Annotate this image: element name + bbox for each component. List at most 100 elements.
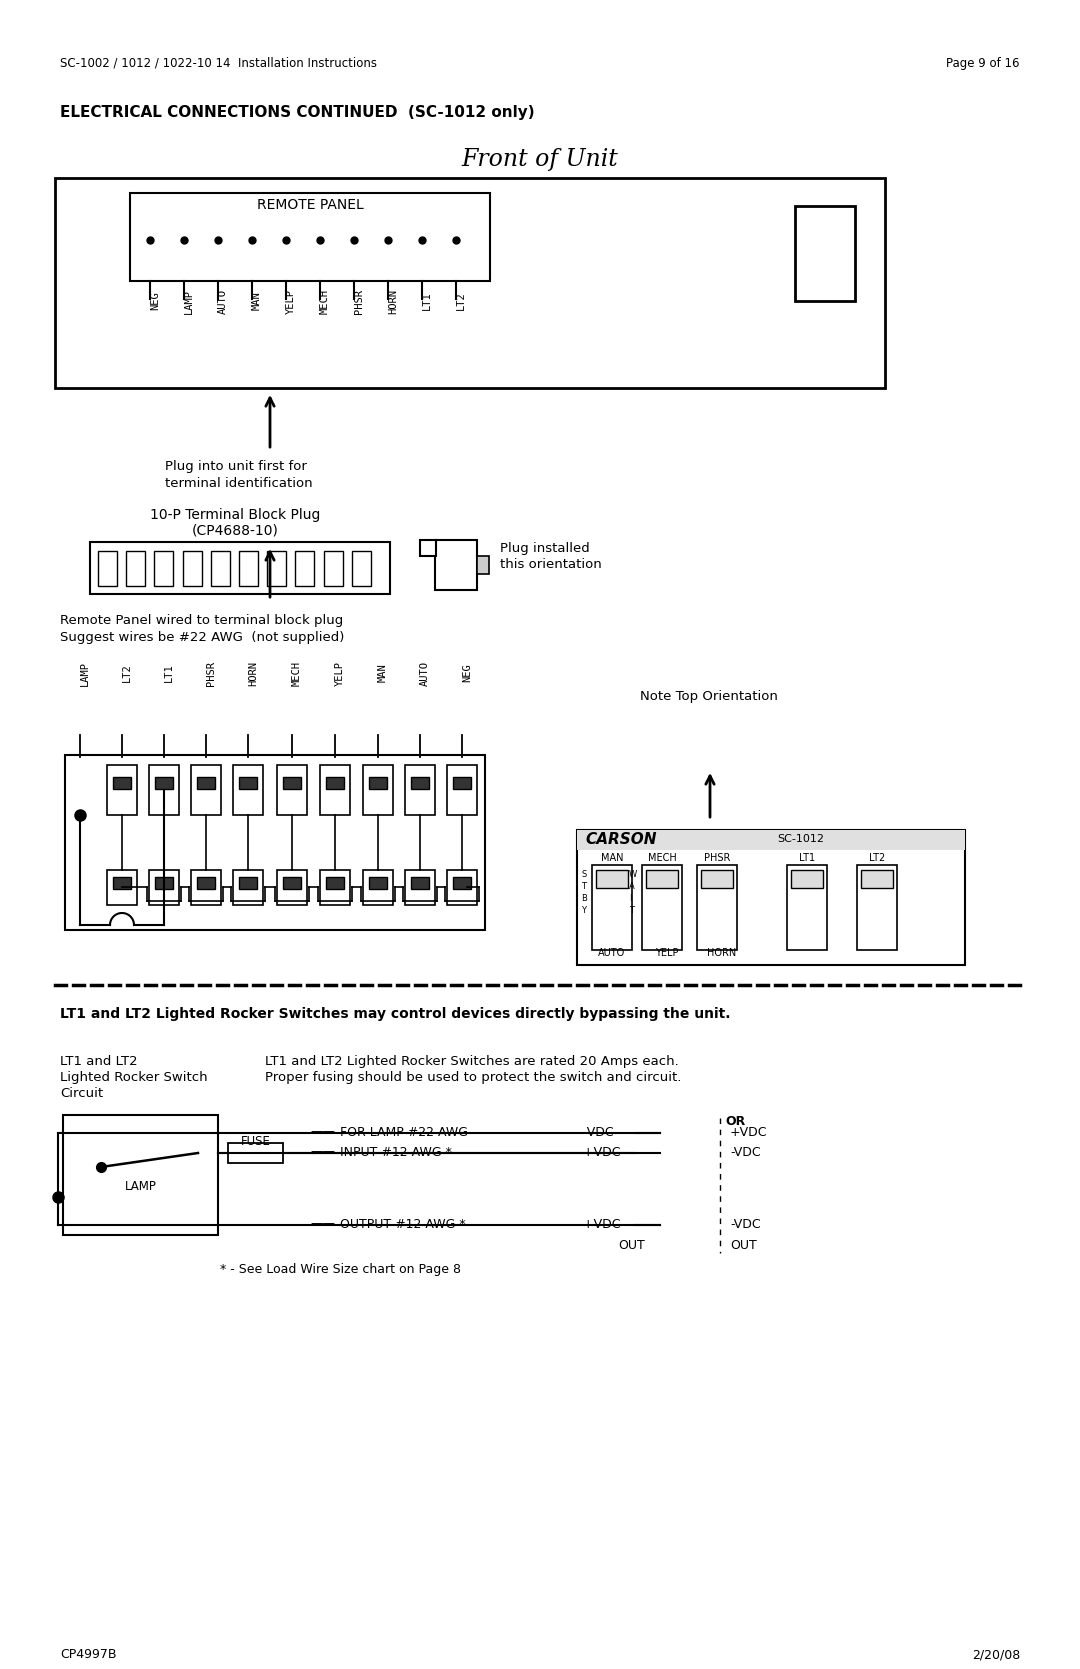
Bar — [191, 870, 221, 905]
Bar — [411, 876, 429, 890]
Bar — [156, 876, 173, 890]
Bar — [239, 778, 257, 789]
Bar — [191, 764, 221, 814]
Bar — [453, 876, 471, 890]
Bar — [283, 778, 301, 789]
Text: T: T — [629, 906, 634, 915]
Bar — [197, 778, 215, 789]
Text: Lighted Rocker Switch: Lighted Rocker Switch — [60, 1071, 207, 1083]
Text: MAN: MAN — [252, 292, 262, 310]
Bar — [646, 870, 678, 888]
Bar — [795, 205, 855, 300]
Text: Y: Y — [581, 906, 586, 915]
Text: * - See Load Wire Size chart on Page 8: * - See Load Wire Size chart on Page 8 — [220, 1263, 461, 1277]
Text: Note Top Orientation: Note Top Orientation — [640, 689, 778, 703]
Bar — [405, 764, 435, 814]
Bar — [239, 551, 258, 586]
Text: ——: —— — [310, 1145, 335, 1158]
Text: FUSE: FUSE — [241, 1135, 270, 1148]
Bar — [55, 179, 885, 387]
Text: Remote Panel wired to terminal block plug: Remote Panel wired to terminal block plu… — [60, 614, 343, 628]
Text: OUT: OUT — [618, 1238, 645, 1252]
Text: HORN: HORN — [248, 661, 258, 686]
Text: LAMP: LAMP — [124, 1180, 157, 1193]
Bar — [267, 551, 286, 586]
Bar — [154, 551, 174, 586]
Text: Plug into unit first for: Plug into unit first for — [165, 461, 307, 472]
Text: Proper fusing should be used to protect the switch and circuit.: Proper fusing should be used to protect … — [265, 1071, 681, 1083]
Bar — [477, 556, 489, 574]
Bar — [453, 778, 471, 789]
Bar — [369, 778, 387, 789]
Bar — [197, 876, 215, 890]
Text: Front of Unit: Front of Unit — [461, 149, 619, 170]
Bar — [276, 764, 307, 814]
Text: Circuit: Circuit — [60, 1087, 103, 1100]
Bar — [183, 551, 202, 586]
Text: OUTPUT #12 AWG *: OUTPUT #12 AWG * — [340, 1217, 465, 1230]
Text: ELECTRICAL CONNECTIONS CONTINUED  (SC-1012 only): ELECTRICAL CONNECTIONS CONTINUED (SC-101… — [60, 105, 535, 120]
Bar — [149, 870, 179, 905]
Text: MECH: MECH — [648, 853, 676, 863]
Text: A: A — [629, 881, 635, 891]
Bar — [63, 1115, 218, 1235]
Text: ——  +VDC: —— +VDC — [550, 1145, 621, 1158]
Bar — [283, 876, 301, 890]
Text: LT2: LT2 — [869, 853, 886, 863]
Text: SC-1012: SC-1012 — [777, 834, 824, 845]
Text: T: T — [581, 881, 586, 891]
Bar — [296, 551, 314, 586]
Bar — [697, 865, 737, 950]
Bar — [326, 876, 345, 890]
Text: REMOTE PANEL: REMOTE PANEL — [257, 199, 363, 212]
Bar — [65, 754, 485, 930]
Text: ——  -VDC: —— -VDC — [550, 1125, 613, 1138]
Text: Page 9 of 16: Page 9 of 16 — [946, 57, 1020, 70]
Bar — [107, 764, 137, 814]
Text: +VDC: +VDC — [730, 1125, 768, 1138]
Bar — [791, 870, 823, 888]
Bar — [405, 870, 435, 905]
Bar — [577, 829, 966, 850]
Bar — [130, 194, 490, 280]
Bar — [411, 778, 429, 789]
Text: HORN: HORN — [707, 948, 737, 958]
Text: Suggest wires be #22 AWG  (not supplied): Suggest wires be #22 AWG (not supplied) — [60, 631, 345, 644]
Text: YELP: YELP — [656, 948, 678, 958]
Bar — [420, 541, 436, 556]
Bar — [233, 764, 264, 814]
Text: LT1 and LT2: LT1 and LT2 — [60, 1055, 137, 1068]
Text: AUTO: AUTO — [218, 289, 228, 314]
Text: Plug installed: Plug installed — [500, 542, 590, 556]
Text: PHSR: PHSR — [354, 289, 364, 314]
Text: FOR LAMP #22 AWG: FOR LAMP #22 AWG — [340, 1125, 468, 1138]
Bar — [363, 870, 393, 905]
Text: MAN: MAN — [378, 664, 388, 683]
Bar — [858, 865, 897, 950]
Bar — [156, 778, 173, 789]
Text: terminal identification: terminal identification — [165, 477, 312, 491]
Text: CP4997B: CP4997B — [60, 1647, 117, 1661]
Bar — [126, 551, 145, 586]
Text: AUTO: AUTO — [598, 948, 625, 958]
Text: LAMP: LAMP — [80, 661, 90, 686]
Text: -VDC: -VDC — [730, 1217, 760, 1230]
Text: AUTO: AUTO — [420, 661, 430, 686]
Bar — [324, 551, 342, 586]
Text: LT2: LT2 — [122, 664, 132, 683]
Text: MECH: MECH — [292, 661, 302, 686]
Text: INPUT #12 AWG *: INPUT #12 AWG * — [340, 1145, 451, 1158]
Bar — [320, 870, 350, 905]
Bar — [239, 876, 257, 890]
Text: OR: OR — [725, 1115, 745, 1128]
Text: LT1: LT1 — [799, 853, 815, 863]
Bar — [861, 870, 893, 888]
Text: MECH: MECH — [320, 289, 330, 314]
Text: ——: —— — [310, 1217, 335, 1230]
Text: CARSON: CARSON — [585, 833, 657, 846]
Bar — [447, 764, 477, 814]
Bar — [90, 542, 390, 594]
Bar — [592, 865, 632, 950]
Text: W: W — [629, 870, 637, 880]
Bar — [107, 870, 137, 905]
